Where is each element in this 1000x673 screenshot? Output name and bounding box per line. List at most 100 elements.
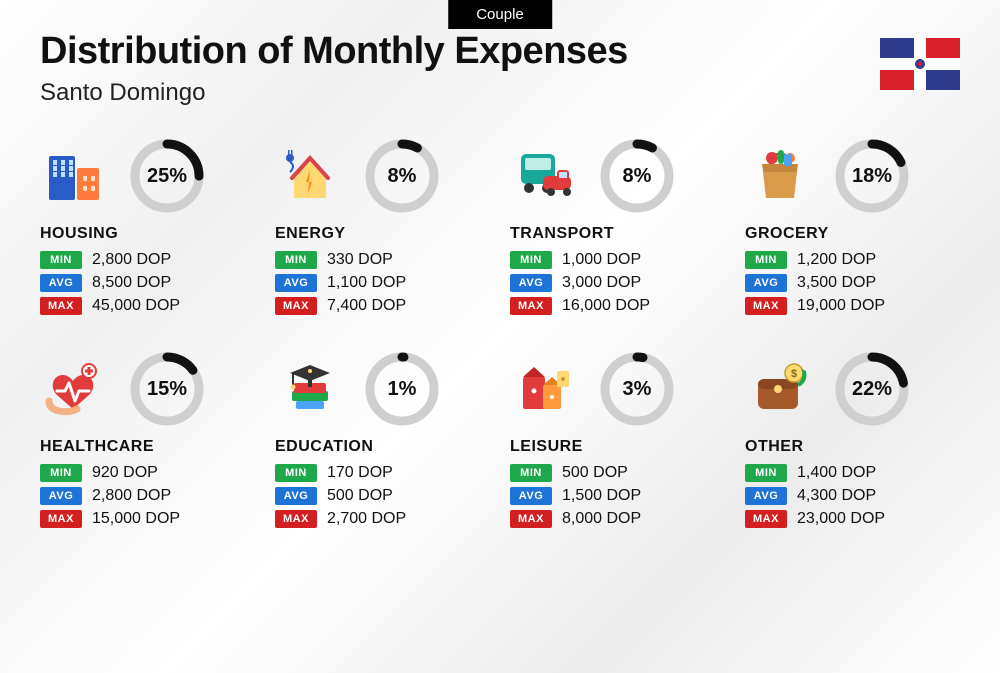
- max-badge: MAX: [40, 510, 82, 528]
- pct-donut: 8%: [598, 137, 676, 215]
- expense-grid: 25% HOUSING MIN 2,800 DOP AVG 8,500 DOP …: [0, 117, 1000, 563]
- min-value: 170 DOP: [327, 464, 393, 482]
- avg-value: 1,500 DOP: [562, 487, 641, 505]
- category-name: OTHER: [745, 438, 960, 456]
- stat-avg: AVG 1,500 DOP: [510, 487, 725, 505]
- pct-label: 22%: [833, 350, 911, 428]
- min-value: 920 DOP: [92, 464, 158, 482]
- other-icon: $: [745, 359, 815, 419]
- min-value: 1,000 DOP: [562, 251, 641, 269]
- expense-cell: 8% TRANSPORT MIN 1,000 DOP AVG 3,000 DOP…: [510, 137, 725, 320]
- pct-donut: 18%: [833, 137, 911, 215]
- cell-top: 1%: [275, 350, 490, 428]
- stat-min: MIN 1,400 DOP: [745, 464, 960, 482]
- max-badge: MAX: [40, 297, 82, 315]
- max-badge: MAX: [510, 510, 552, 528]
- healthcare-icon: [40, 359, 110, 419]
- stat-min: MIN 920 DOP: [40, 464, 255, 482]
- stat-avg: AVG 3,000 DOP: [510, 274, 725, 292]
- category-name: ENERGY: [275, 225, 490, 243]
- avg-badge: AVG: [745, 487, 787, 505]
- pct-label: 25%: [128, 137, 206, 215]
- expense-cell: 25% HOUSING MIN 2,800 DOP AVG 8,500 DOP …: [40, 137, 255, 320]
- cell-top: 8%: [510, 137, 725, 215]
- stat-max: MAX 15,000 DOP: [40, 510, 255, 528]
- buildings-icon: [40, 146, 110, 206]
- pct-label: 18%: [833, 137, 911, 215]
- cell-top: $ 22%: [745, 350, 960, 428]
- stat-max: MAX 8,000 DOP: [510, 510, 725, 528]
- max-badge: MAX: [510, 297, 552, 315]
- category-name: EDUCATION: [275, 438, 490, 456]
- expense-cell: 3% LEISURE MIN 500 DOP AVG 1,500 DOP MAX…: [510, 350, 725, 533]
- stat-avg: AVG 500 DOP: [275, 487, 490, 505]
- stat-avg: AVG 2,800 DOP: [40, 487, 255, 505]
- avg-badge: AVG: [40, 274, 82, 292]
- max-value: 45,000 DOP: [92, 297, 180, 315]
- pct-donut: 25%: [128, 137, 206, 215]
- avg-value: 3,000 DOP: [562, 274, 641, 292]
- pct-label: 8%: [598, 137, 676, 215]
- transport-icon: [510, 146, 580, 206]
- avg-value: 3,500 DOP: [797, 274, 876, 292]
- country-flag-icon: [880, 38, 960, 95]
- page-title: Distribution of Monthly Expenses: [40, 30, 628, 73]
- stat-min: MIN 330 DOP: [275, 251, 490, 269]
- min-badge: MIN: [275, 251, 317, 269]
- household-tag: Couple: [448, 0, 552, 29]
- min-value: 330 DOP: [327, 251, 393, 269]
- grocery-icon: [745, 146, 815, 206]
- cell-top: 25%: [40, 137, 255, 215]
- expense-cell: 15% HEALTHCARE MIN 920 DOP AVG 2,800 DOP…: [40, 350, 255, 533]
- expense-cell: 1% EDUCATION MIN 170 DOP AVG 500 DOP MAX…: [275, 350, 490, 533]
- max-badge: MAX: [745, 297, 787, 315]
- max-value: 7,400 DOP: [327, 297, 406, 315]
- pct-donut: 15%: [128, 350, 206, 428]
- stat-max: MAX 45,000 DOP: [40, 297, 255, 315]
- min-badge: MIN: [275, 464, 317, 482]
- stat-avg: AVG 1,100 DOP: [275, 274, 490, 292]
- max-value: 19,000 DOP: [797, 297, 885, 315]
- max-value: 8,000 DOP: [562, 510, 641, 528]
- stat-avg: AVG 8,500 DOP: [40, 274, 255, 292]
- avg-badge: AVG: [275, 274, 317, 292]
- category-name: HOUSING: [40, 225, 255, 243]
- min-value: 1,200 DOP: [797, 251, 876, 269]
- avg-badge: AVG: [275, 487, 317, 505]
- stat-max: MAX 23,000 DOP: [745, 510, 960, 528]
- max-value: 16,000 DOP: [562, 297, 650, 315]
- avg-value: 1,100 DOP: [327, 274, 406, 292]
- expense-cell: $ 22% OTHER MIN 1,400 DOP AVG 4,300 DOP …: [745, 350, 960, 533]
- avg-badge: AVG: [745, 274, 787, 292]
- cell-top: 8%: [275, 137, 490, 215]
- cell-top: 15%: [40, 350, 255, 428]
- avg-badge: AVG: [40, 487, 82, 505]
- max-badge: MAX: [275, 297, 317, 315]
- min-badge: MIN: [510, 464, 552, 482]
- stat-avg: AVG 3,500 DOP: [745, 274, 960, 292]
- stat-max: MAX 16,000 DOP: [510, 297, 725, 315]
- avg-value: 4,300 DOP: [797, 487, 876, 505]
- stat-max: MAX 7,400 DOP: [275, 297, 490, 315]
- stat-min: MIN 1,200 DOP: [745, 251, 960, 269]
- pct-donut: 1%: [363, 350, 441, 428]
- min-value: 1,400 DOP: [797, 464, 876, 482]
- pct-label: 1%: [363, 350, 441, 428]
- min-badge: MIN: [40, 251, 82, 269]
- min-badge: MIN: [745, 464, 787, 482]
- avg-value: 8,500 DOP: [92, 274, 171, 292]
- stat-avg: AVG 4,300 DOP: [745, 487, 960, 505]
- pct-donut: 3%: [598, 350, 676, 428]
- pct-label: 8%: [363, 137, 441, 215]
- category-name: HEALTHCARE: [40, 438, 255, 456]
- category-name: TRANSPORT: [510, 225, 725, 243]
- expense-cell: 8% ENERGY MIN 330 DOP AVG 1,100 DOP MAX …: [275, 137, 490, 320]
- expense-cell: 18% GROCERY MIN 1,200 DOP AVG 3,500 DOP …: [745, 137, 960, 320]
- max-value: 2,700 DOP: [327, 510, 406, 528]
- education-icon: [275, 359, 345, 419]
- page-subtitle: Santo Domingo: [40, 79, 628, 107]
- stat-max: MAX 2,700 DOP: [275, 510, 490, 528]
- leisure-icon: [510, 359, 580, 419]
- min-badge: MIN: [40, 464, 82, 482]
- stat-min: MIN 2,800 DOP: [40, 251, 255, 269]
